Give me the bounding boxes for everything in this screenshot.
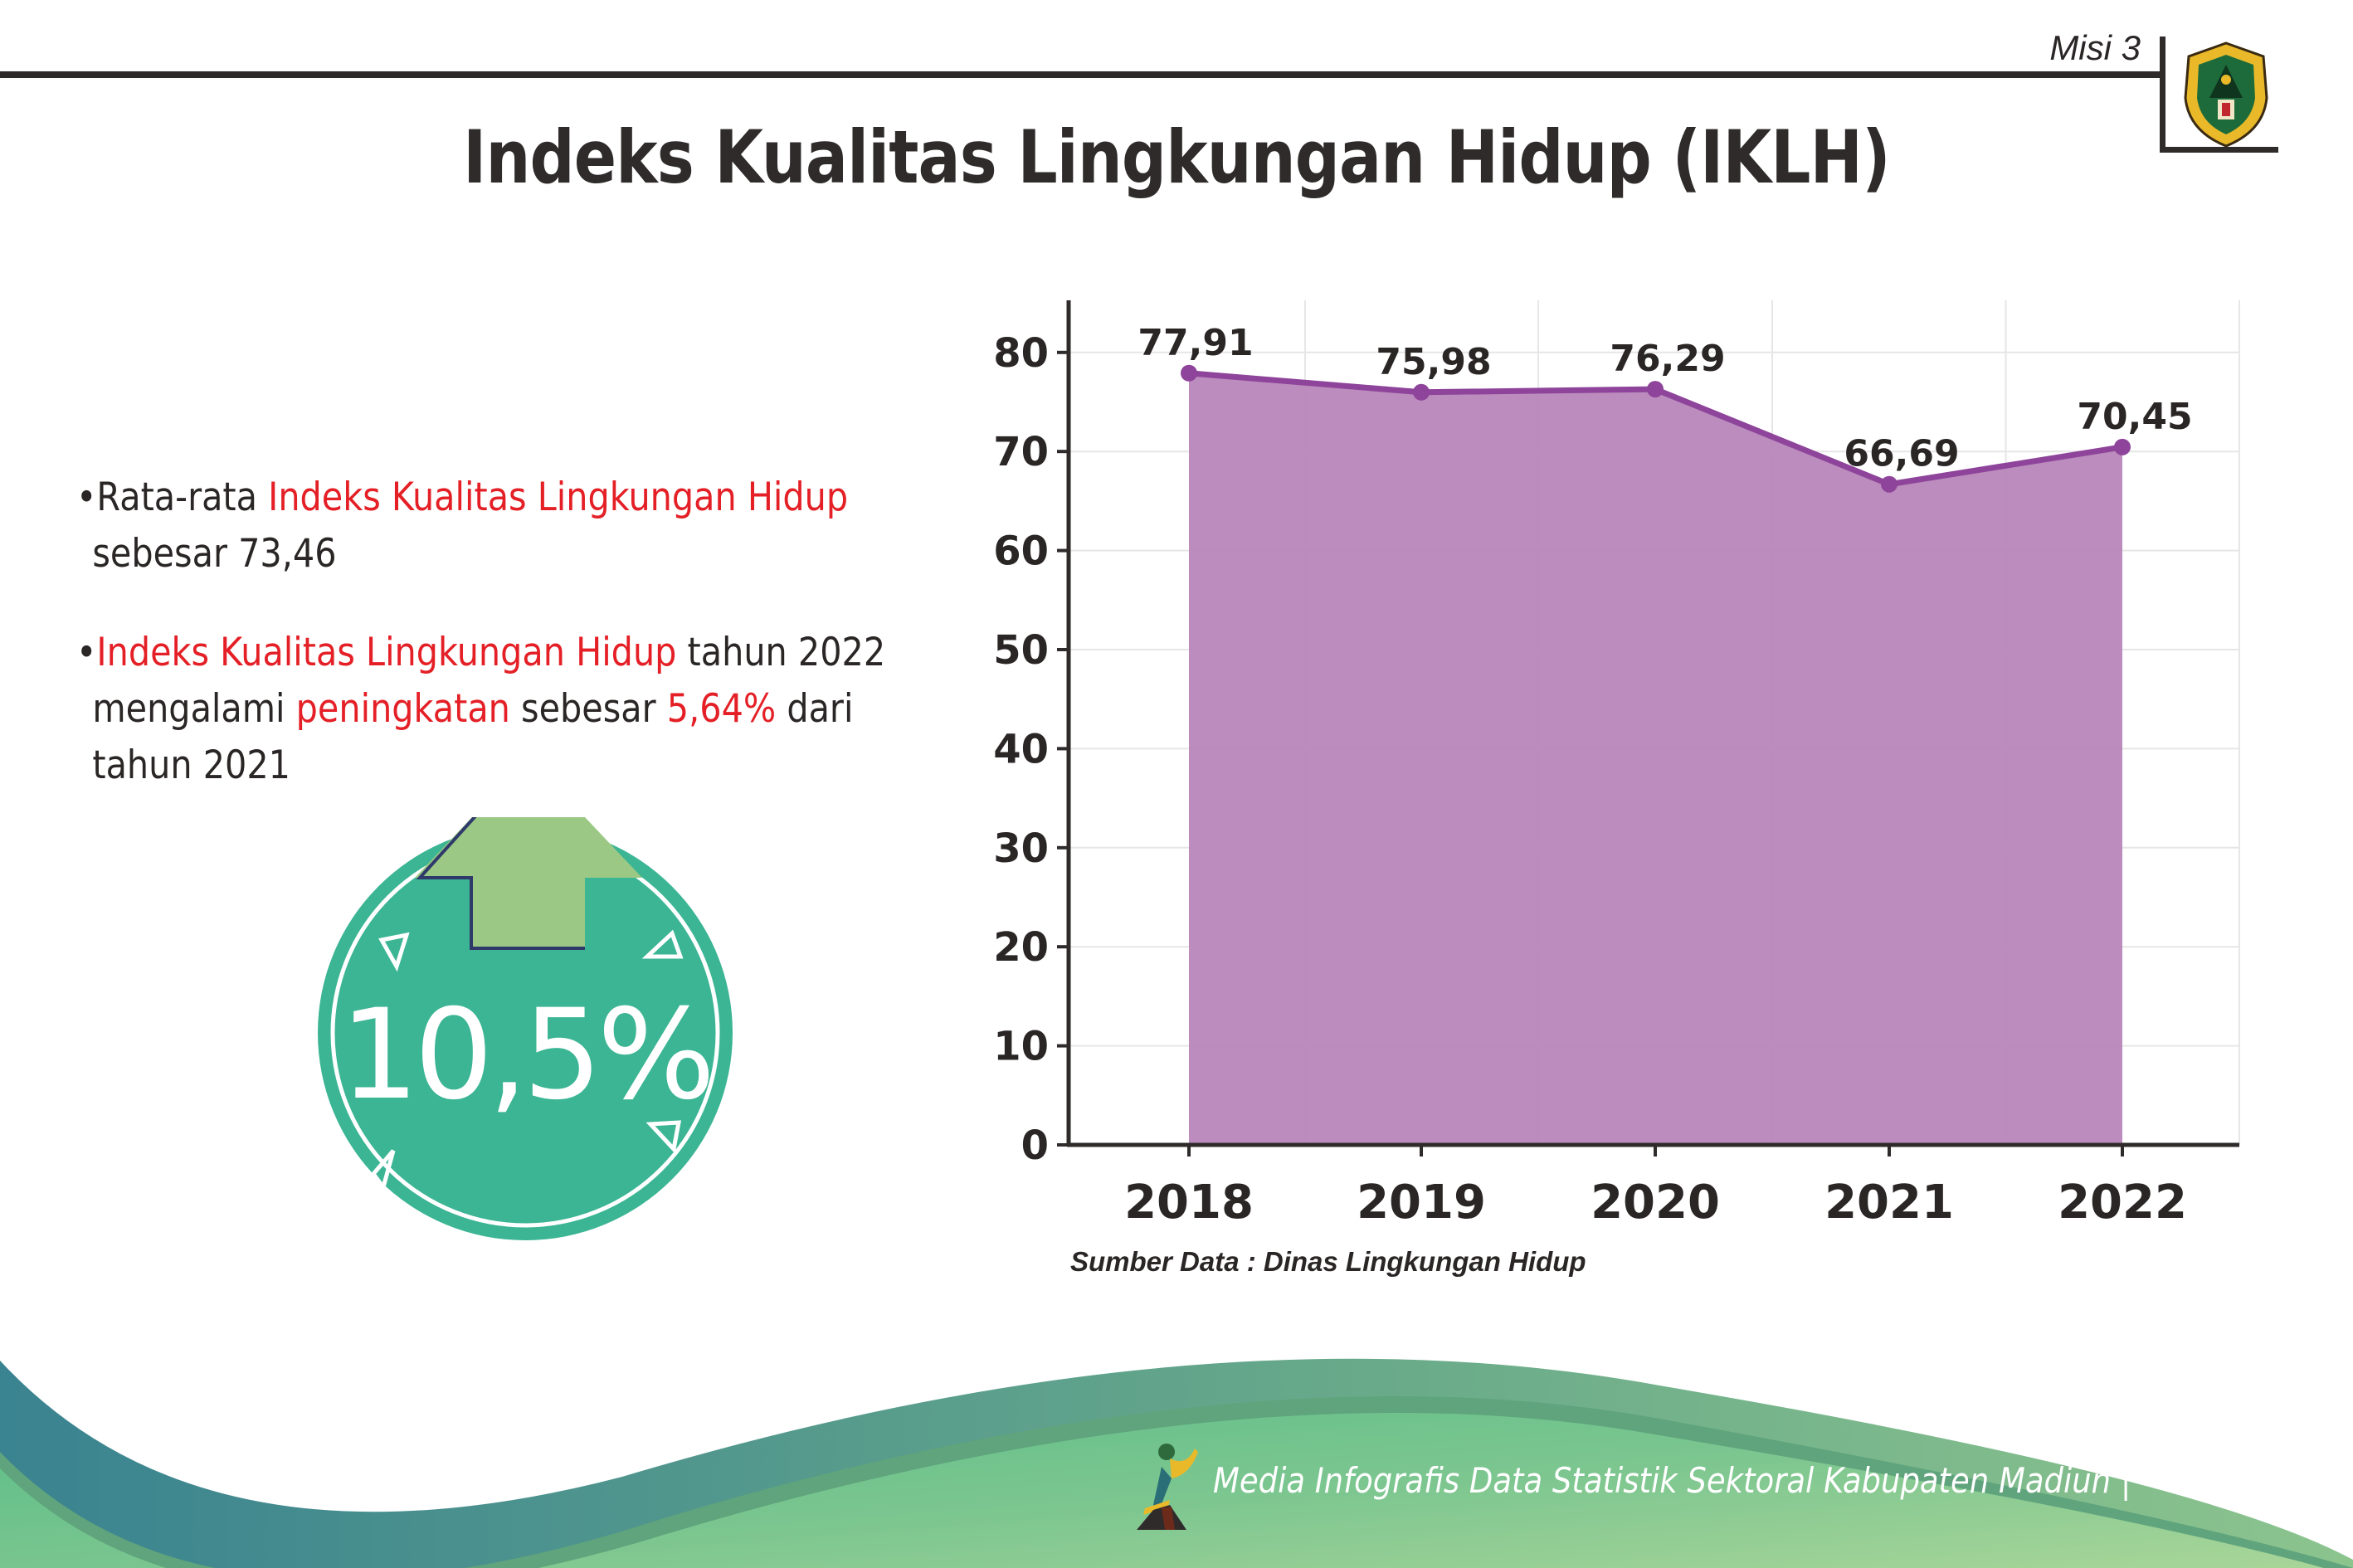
x-tick-label: 2022 [2058, 1176, 2187, 1230]
arrow-up-icon [415, 817, 642, 950]
data-point [2114, 438, 2131, 455]
y-tick-label: 10 [993, 1024, 1049, 1070]
area-fill [1189, 373, 2122, 1145]
highlight-text: peningkatan [295, 686, 510, 732]
data-label: 76,29 [1610, 338, 1725, 380]
bullet-line: •Indeks Kualitas Lingkungan Hidup tahun … [76, 630, 886, 675]
text: mengalami [92, 686, 296, 732]
highlight-text: Indeks Kualitas Lingkungan Hidup [96, 630, 677, 675]
x-tick-label: 2021 [1824, 1176, 1954, 1230]
highlight-text: 5,64% [666, 686, 777, 732]
footer-text: Media Infografis Data Statistik Sektoral… [1213, 1460, 2131, 1501]
summary-bullet-average: •Rata-rata Indeks Kualitas Lingkungan Hi… [76, 470, 848, 582]
y-tick-label: 60 [993, 528, 1049, 575]
text: tahun 2022 [676, 630, 886, 675]
data-point [1881, 475, 1898, 493]
header-bracket-vertical [2160, 37, 2165, 153]
data-label: 75,98 [1376, 341, 1491, 383]
y-tick-label: 80 [993, 330, 1049, 377]
y-tick-label: 0 [1021, 1122, 1049, 1169]
data-label: 66,69 [1844, 433, 1959, 475]
increase-badge: 10,5% [318, 817, 733, 1240]
sparkle-triangles [370, 929, 684, 1192]
header-bracket-bottom [2160, 147, 2278, 153]
data-point [1647, 381, 1664, 398]
y-tick-label: 30 [993, 825, 1049, 872]
x-tick-label: 2019 [1357, 1176, 1486, 1230]
y-tick-label: 40 [993, 726, 1049, 772]
text: Rata-rata [96, 475, 269, 520]
header-rule [0, 71, 2161, 78]
text: dari [776, 686, 854, 732]
kabupaten-madiun-crest-logo [2184, 41, 2268, 148]
bullet-line: sebesar 73,46 [92, 531, 337, 577]
section-label: Misi 3 [2049, 28, 2141, 67]
bullet-line: mengalami peningkatan sebesar 5,64% dari [76, 681, 885, 738]
highlight-text: Indeks Kualitas Lingkungan Hidup [268, 475, 849, 520]
badge-circle [318, 825, 733, 1240]
x-tick-label: 2020 [1591, 1176, 1720, 1230]
y-tick-label: 50 [993, 627, 1049, 674]
badge-value: 10,5% [340, 983, 711, 1127]
mascot-figure-icon [1137, 1444, 1198, 1530]
data-label: 77,91 [1138, 322, 1253, 364]
data-source: Sumber Data : Dinas Lingkungan Hidup [1070, 1246, 1586, 1277]
data-point [1413, 383, 1430, 401]
data-label: 70,45 [2077, 396, 2192, 438]
page-title: Indeks Kualitas Lingkungan Hidup (IKLH) [463, 114, 1891, 200]
y-tick-label: 20 [993, 924, 1049, 971]
summary-bullet-change: •Indeks Kualitas Lingkungan Hidup tahun … [76, 625, 885, 794]
y-tick-label: 70 [993, 429, 1049, 475]
x-tick-label: 2018 [1124, 1176, 1254, 1230]
data-point [1181, 364, 1197, 382]
text: sebesar [509, 686, 667, 732]
bullet-line: •Rata-rata Indeks Kualitas Lingkungan Hi… [76, 475, 849, 520]
bullet-line: tahun 2021 [92, 743, 290, 788]
